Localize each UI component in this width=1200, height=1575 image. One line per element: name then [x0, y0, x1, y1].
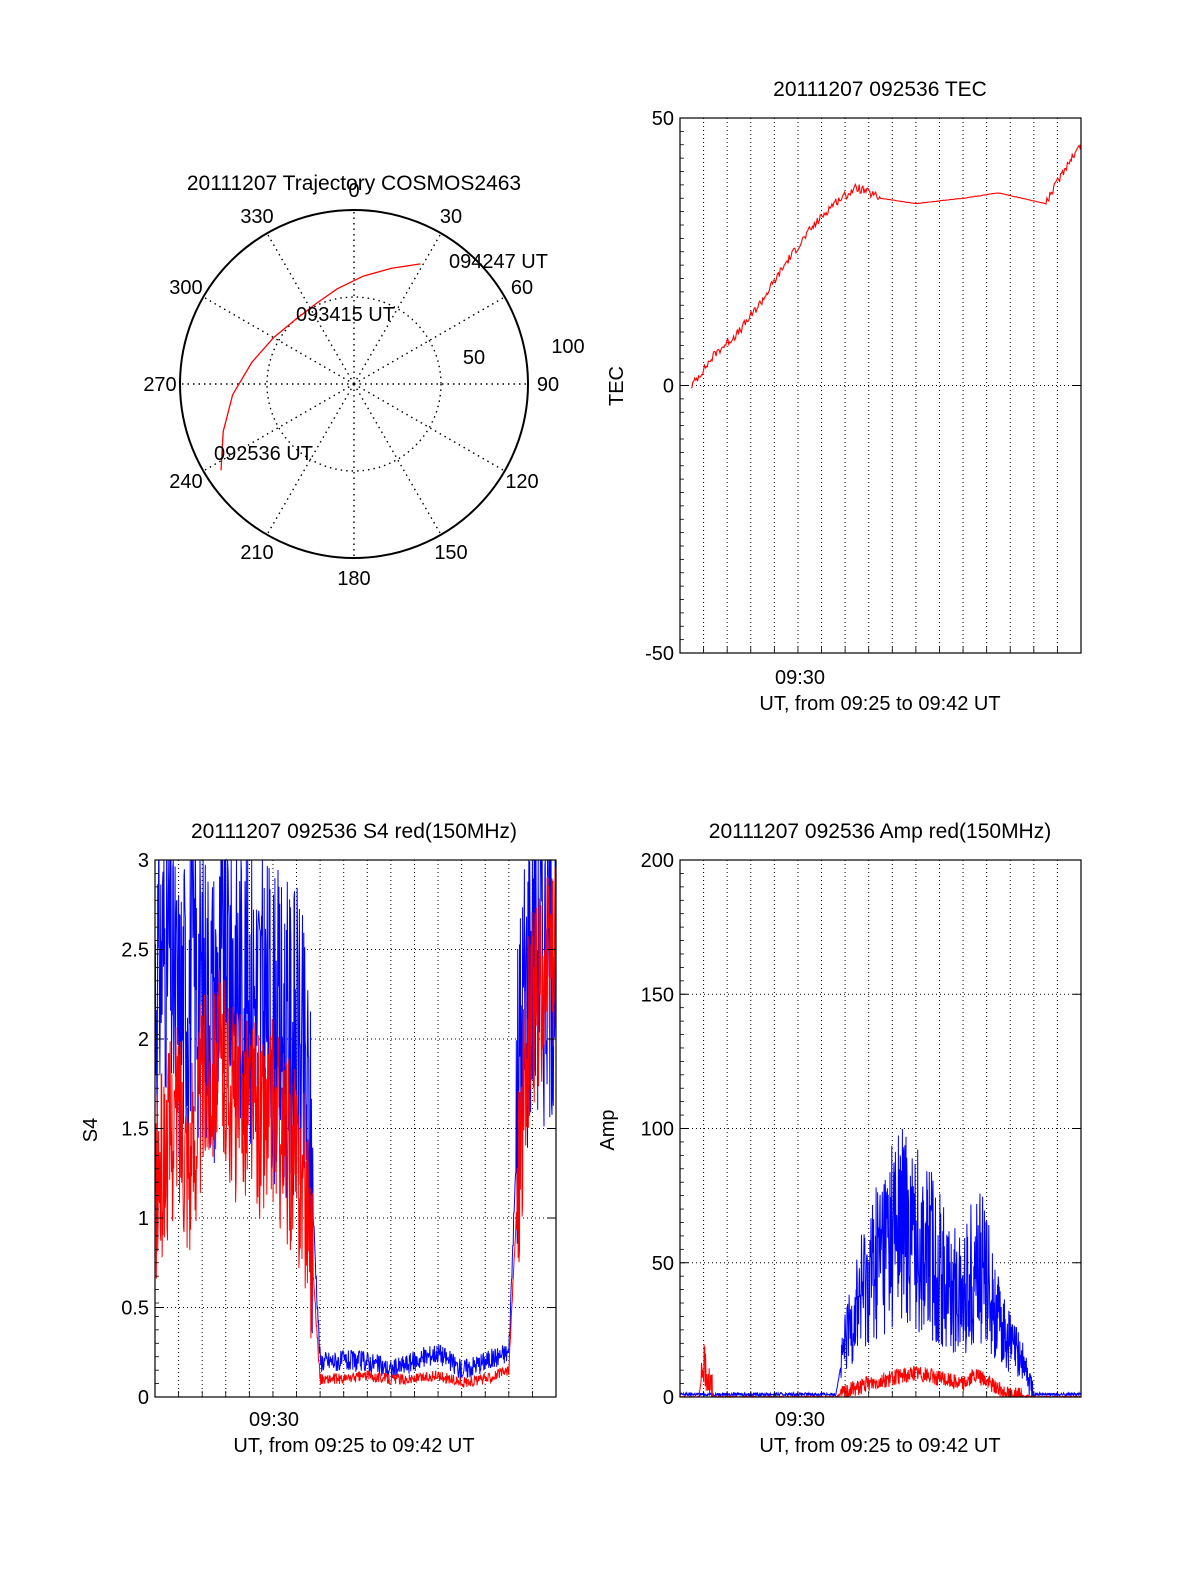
s4-x-tick-label: 09:30	[249, 1409, 299, 1431]
polar-azimuth-labels: 0 30 60 90 120 150 180 210 240 270 300 330	[143, 180, 559, 590]
polar-spoke-240	[202, 383, 355, 472]
polar-spoke-330	[266, 232, 355, 385]
s4-y-axis-label: S4	[80, 1118, 102, 1142]
polar-annotation-start: 092536 UT	[214, 443, 313, 465]
polar-azimuth-label-270: 270	[143, 374, 176, 396]
amp-y-tick-label: 200	[641, 850, 674, 872]
tec-y-tick-label: 50	[652, 108, 674, 130]
amp-y-tick-label: 100	[641, 1119, 674, 1141]
s4-series	[154, 858, 557, 1388]
polar-annotation-mid: 093415 UT	[296, 304, 395, 326]
amp-x-axis-label: UT, from 09:25 to 09:42 UT	[759, 1435, 1000, 1457]
polar-azimuth-label-150: 150	[434, 542, 467, 564]
polar-annotation-end: 094247 UT	[449, 251, 548, 273]
s4-y-ticks: 3 2.5 2 1.5 1 0.5 0	[121, 850, 556, 1409]
tec-y-axis-label: TEC	[606, 366, 628, 406]
polar-outer-circle	[179, 209, 529, 559]
amp-title: 20111207 092536 Amp red(150MHz)	[709, 820, 1051, 843]
polar-azimuth-label-180: 180	[337, 568, 370, 590]
polar-grid	[180, 210, 528, 558]
s4-panel: 20111207 092536 S4 red(150MHz) 3 2.5 2 1.5 1…	[80, 820, 557, 1457]
polar-spoke-210	[266, 383, 355, 536]
s4-y-tick-label: 0	[138, 1387, 149, 1409]
polar-title: 20111207 Trajectory COSMOS2463	[187, 172, 521, 195]
s4-line-red	[154, 866, 557, 1388]
s4-title: 20111207 092536 S4 red(150MHz)	[191, 820, 517, 843]
amp-line-blue	[679, 1128, 1082, 1398]
polar-azimuth-label-300: 300	[169, 277, 202, 299]
polar-radial-label-50: 50	[463, 347, 485, 369]
amp-grid	[680, 860, 1081, 1397]
polar-azimuth-label-330: 330	[240, 206, 273, 228]
polar-spoke-30	[353, 232, 442, 385]
amp-y-axis-label: Amp	[597, 1109, 619, 1150]
s4-y-tick-label: 1	[138, 1208, 149, 1230]
polar-trajectory-line-0	[220, 263, 421, 471]
polar-azimuth-label-0: 0	[348, 180, 359, 202]
tec-y-ticks: 50 0 -50	[645, 108, 1081, 665]
polar-ring-50	[266, 296, 442, 472]
tec-grid	[680, 118, 1081, 653]
amp-panel: 20111207 092536 Amp red(150MHz) 200 150 10…	[597, 820, 1082, 1457]
amp-line-red	[679, 1344, 1081, 1399]
polar-spoke-150	[353, 383, 442, 536]
amp-y-ticks: 200 150 100 50 0	[641, 850, 1081, 1409]
tec-line-red	[691, 143, 1082, 389]
amp-y-tick-label: 150	[641, 984, 674, 1006]
amp-x-tick-label: 09:30	[775, 1409, 825, 1431]
polar-radial-label-100: 100	[551, 336, 584, 358]
tec-panel: 20111207 092536 TEC 50 0 -50 09:30 UT, fro…	[606, 78, 1082, 715]
amp-y-tick-label: 0	[663, 1387, 674, 1409]
polar-azimuth-label-60: 60	[511, 277, 533, 299]
polar-azimuth-label-240: 240	[169, 471, 202, 493]
polar-azimuth-label-30: 30	[440, 206, 462, 228]
tec-series	[691, 143, 1082, 389]
polar-spoke-120	[353, 383, 506, 472]
tec-x-tick-label: 09:30	[775, 667, 825, 689]
polar-azimuth-label-90: 90	[537, 374, 559, 396]
polar-azimuth-label-120: 120	[505, 471, 538, 493]
s4-y-tick-label: 2	[138, 1029, 149, 1051]
tec-y-tick-label: -50	[645, 643, 674, 665]
amp-y-tick-label: 50	[652, 1253, 674, 1275]
polar-spoke-60	[353, 296, 506, 385]
polar-panel: 20111207 Trajectory COSMOS2463 0 30 60 90 12…	[143, 172, 584, 590]
polar-trajectory	[220, 263, 421, 471]
polar-spoke-300	[202, 296, 355, 385]
polar-azimuth-label-210: 210	[240, 542, 273, 564]
s4-y-tick-label: 0.5	[121, 1298, 149, 1320]
s4-y-tick-label: 2.5	[121, 940, 149, 962]
s4-line-blue	[154, 858, 557, 1380]
tec-title: 20111207 092536 TEC	[773, 78, 987, 101]
tec-y-tick-label: 0	[663, 376, 674, 398]
s4-y-tick-label: 3	[138, 850, 149, 872]
tec-x-axis-label: UT, from 09:25 to 09:42 UT	[759, 693, 1000, 715]
s4-y-tick-label: 1.5	[121, 1119, 149, 1141]
s4-x-axis-label: UT, from 09:25 to 09:42 UT	[233, 1435, 474, 1457]
